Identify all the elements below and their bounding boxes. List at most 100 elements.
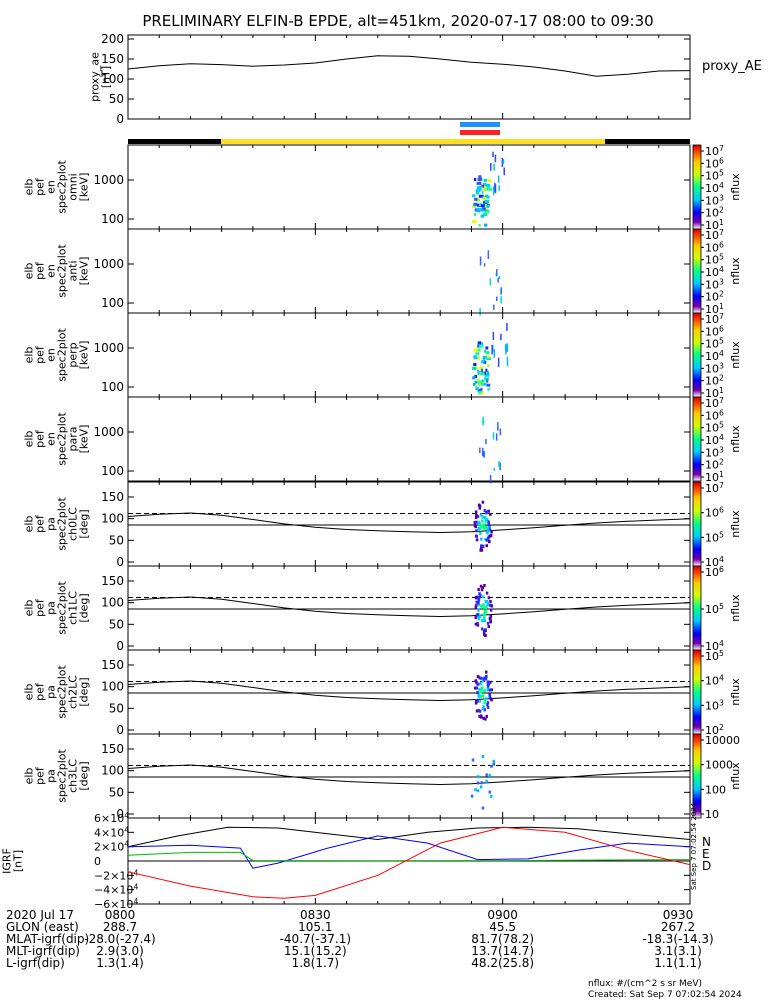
ylabel-line: elb [23,263,36,280]
pa-pixel [473,520,477,524]
pa-pixel [479,694,483,698]
pa-tick-label: 100 [101,512,124,526]
spec-pixel [487,250,490,259]
x-col-value: 0830 [300,908,331,922]
pa-pixel [481,524,485,528]
colorbar-label: 105 [705,169,724,183]
pa-pixel [477,682,480,686]
pa-pixel [484,599,487,603]
pa-pixel [482,613,486,617]
pa-pixel [483,708,486,712]
pa-pixel [478,506,482,510]
pa-pixel [474,516,478,520]
pa-pixel [484,519,487,523]
pa-pixel [484,677,488,681]
spec-pixel [473,202,478,206]
spec-pixel [493,349,496,358]
colorbar-label: 105 [705,602,724,616]
colorbar-label: 102 [705,206,724,220]
footer-created: Created: Sat Sep 7 07:02:54 2024 [588,990,742,1000]
pa-pixel [481,707,485,711]
pa-pixel [475,686,479,690]
footprint-curve [127,680,691,702]
igrf-total-line [127,826,691,848]
pa-pixel [482,615,486,619]
pa-pixel [486,603,489,607]
colorbar-scale [692,312,702,398]
pa-pixel [488,773,492,777]
igrf-tick-label: 6×104 [94,811,129,825]
spec-pixel [494,184,497,193]
spec-pixel [483,187,488,191]
pa-pixel [481,544,485,548]
pa-pixel [483,701,486,705]
colorbar-label: 107 [705,396,724,410]
ylabel-line: pef [34,514,47,533]
ylabel-line: pa [45,517,58,531]
colorbar-scale [692,649,702,735]
pa-pixel [487,596,491,600]
spec-pixel [492,432,495,440]
pa-pixel [480,627,484,631]
pa-tick-label: 0 [116,723,124,737]
pa-pixel [489,794,493,798]
igrf-e-line [127,851,691,862]
pa-frame [127,649,691,735]
pa-pixel [477,587,480,591]
pa-pixel [484,633,487,637]
pa-pixel [470,794,474,798]
ylabel-line: pa [45,685,58,699]
footprint-curve [127,764,691,786]
spec-pixel [493,467,496,472]
footprint-curve [127,596,691,618]
ylabel-line: [deg] [78,593,91,622]
pa-pixel [487,522,491,526]
pa-pixel [488,616,492,620]
pa-pixel [474,616,478,620]
spec-pixel [501,157,504,167]
colorbar-label: 103 [705,698,724,712]
spec-pixel [481,208,484,212]
spec-pixel [474,380,478,384]
spec-frame [127,144,691,230]
spec-pixel [473,362,477,366]
pa-pixel [484,628,488,632]
plot-title: PRELIMINARY ELFIN-B EPDE, alt=451km, 202… [142,12,653,30]
pa-pixel [481,605,484,609]
colorbar-unit: nflux [729,257,742,285]
spec-pixel [481,447,484,457]
spec-pixel [489,474,492,484]
spec-pixel [492,151,494,158]
pa-pixel [476,514,480,518]
pa-tick-label: 100 [101,596,124,610]
spec-pixel [486,379,489,383]
proxy-ae-legend: proxy_AE [702,59,762,74]
pa-pixel [477,521,480,525]
pa-pixel [476,691,479,695]
colorbar-scale [692,396,702,482]
spec-pixel [486,356,491,360]
pa-pixel [480,537,483,541]
ylabel-line: pa [45,601,58,615]
pa-pixel [475,529,478,533]
colorbar-label: 103 [705,445,724,459]
spec-pixel [497,422,499,431]
pa-pixel [483,619,487,623]
spec-pixel [482,358,486,362]
x-row-label: L-igrf(dip) [6,956,65,970]
colorbar-label: 105 [705,337,724,351]
pa-pixel [478,676,482,680]
spec-pixel [474,197,478,201]
pa-pixel [479,544,483,548]
x-col-value: 13.7(14.7) [471,944,534,958]
spec-pixel [476,207,482,211]
ylabel-line: [nT] [100,66,113,88]
colorbar-label: 101 [705,218,724,232]
colorbar-label: 104 [705,265,724,279]
